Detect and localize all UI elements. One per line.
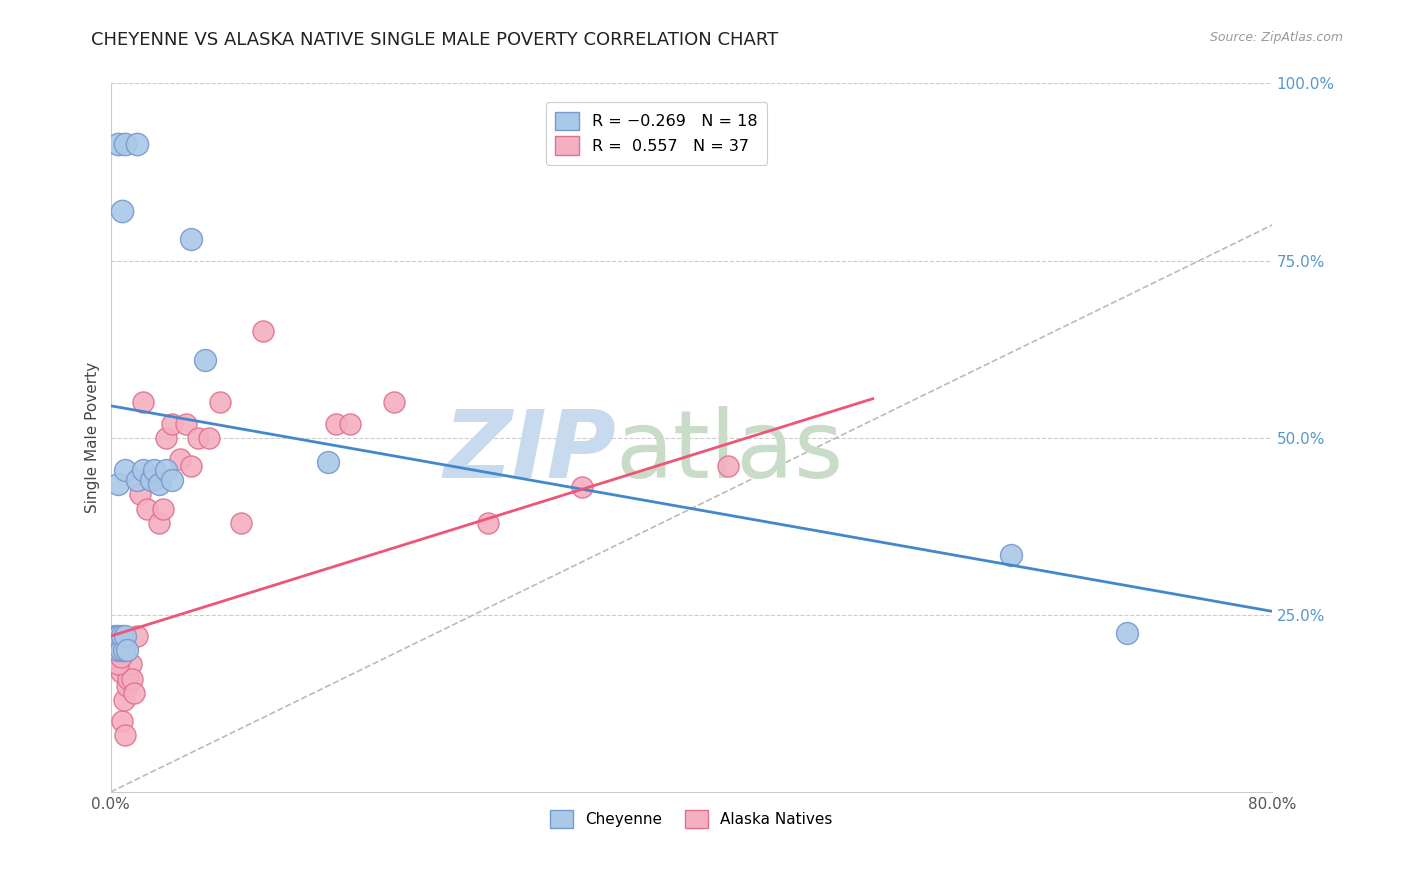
Point [107,629,129,643]
Point [155,431,177,445]
Point [110,629,132,643]
Point [104,629,127,643]
Point [111,643,134,657]
Point [382,395,405,409]
Point [125,629,148,643]
Point [571,480,593,494]
Point [231,516,253,530]
Point [194,352,217,367]
Point [111,629,134,643]
Point [122,686,145,700]
Point [125,136,148,151]
Point [104,629,127,643]
Point [115,679,138,693]
Point [208,395,231,409]
Point [131,462,153,476]
Point [108,643,131,657]
Point [104,650,127,665]
Point [136,501,159,516]
Point [108,650,131,665]
Text: CHEYENNE VS ALASKA NATIVE SINGLE MALE POVERTY CORRELATION CHART: CHEYENNE VS ALASKA NATIVE SINGLE MALE PO… [91,31,779,49]
Point [148,516,170,530]
Point [148,476,170,491]
Legend: Cheyenne, Alaska Natives: Cheyenne, Alaska Natives [544,804,839,834]
Point [114,629,136,643]
Point [143,473,166,487]
Point [152,501,174,516]
Point [110,650,132,665]
Point [180,232,202,246]
Point [325,417,347,431]
Text: Source: ZipAtlas.com: Source: ZipAtlas.com [1209,31,1343,45]
Point [141,473,163,487]
Point [120,657,142,672]
Point [105,643,128,657]
Point [104,629,127,643]
Point [127,473,149,487]
Point [1000,548,1022,562]
Point [110,643,132,657]
Point [125,473,148,487]
Point [112,693,135,707]
Point [107,476,129,491]
Point [112,643,135,657]
Point [111,714,134,728]
Point [110,665,132,679]
Point [108,629,131,643]
Point [107,629,129,643]
Point [107,643,129,657]
Point [121,672,143,686]
Point [111,204,134,219]
Point [339,417,361,431]
Point [128,487,150,501]
Point [252,325,274,339]
Point [143,462,166,476]
Point [155,462,177,476]
Point [477,516,499,530]
Point [117,672,139,686]
Point [318,455,340,469]
Point [174,417,197,431]
Point [131,395,153,409]
Text: atlas: atlas [616,406,844,498]
Point [107,657,129,672]
Point [160,473,183,487]
Point [105,629,128,643]
Point [107,136,129,151]
Point [180,458,202,473]
Point [1115,625,1137,640]
Point [198,431,221,445]
Point [114,462,136,476]
Point [187,431,209,445]
Point [169,452,191,467]
Point [141,473,163,487]
Y-axis label: Single Male Poverty: Single Male Poverty [86,362,100,513]
Point [114,136,136,151]
Text: ZIP: ZIP [443,406,616,498]
Point [115,643,138,657]
Point [160,417,183,431]
Point [114,728,136,742]
Point [716,458,738,473]
